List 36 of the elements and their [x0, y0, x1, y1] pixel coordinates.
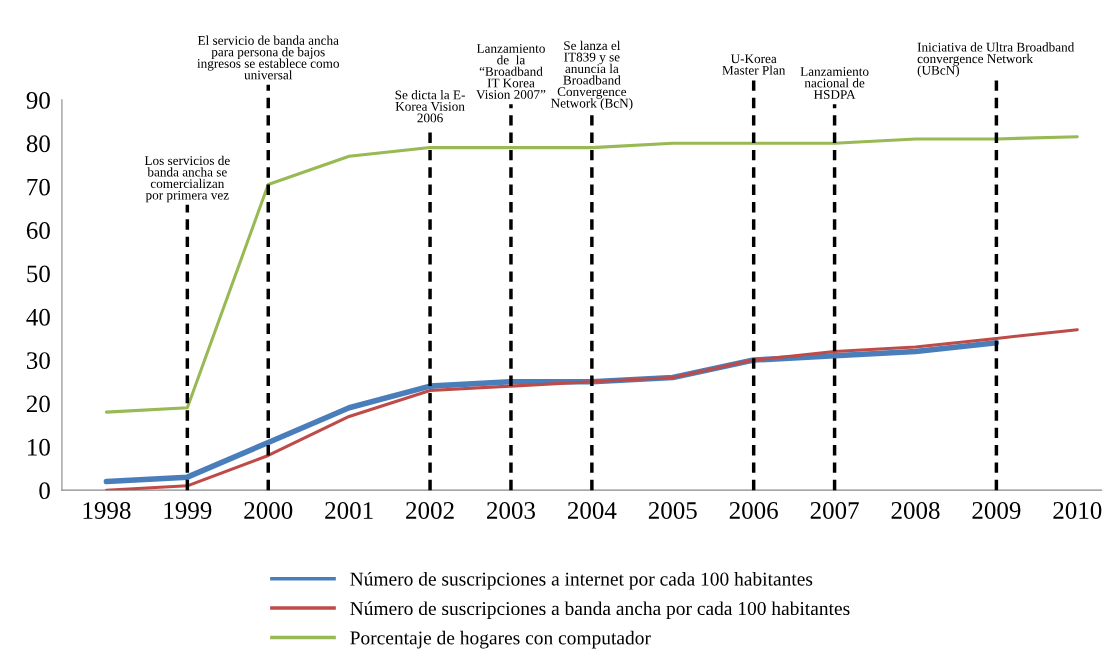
- x-tick-label: 1998: [83, 502, 131, 519]
- x-tick-label: 2004: [567, 502, 617, 519]
- y-tick-label: 80: [26, 135, 50, 153]
- y-tick-label: 20: [26, 395, 50, 413]
- y-tick-label: 0: [39, 482, 50, 500]
- ref-line-label: Se lanza el IT839 y se anuncia la Broadband Convergence Network (BcN): [551, 40, 633, 111]
- x-tick-label: 2007: [810, 502, 859, 519]
- line-series: [104, 328, 1079, 491]
- ref-line-label: Lanzamiento de la “Broadband IT Korea Vision 2007”: [476, 44, 546, 100]
- x-tick-label: 2005: [648, 502, 697, 519]
- y-tick-label: 90: [26, 91, 50, 109]
- x-tick-label: 2002: [406, 502, 454, 519]
- y-tick-label: 30: [27, 352, 50, 369]
- line-series: [104, 135, 1079, 414]
- legend-label: Número de suscripciones a banda ancha por cada 100 habitantes: [350, 601, 850, 620]
- x-tick-label: 2006: [729, 502, 778, 519]
- x-tick-label: 2009: [972, 502, 1021, 519]
- x-tick-label: 2010: [1053, 502, 1102, 519]
- x-tick-label: 2008: [891, 502, 940, 519]
- y-tick-label: 50: [27, 265, 50, 283]
- ref-line-label: Iniciativa de Ultra Broadband convergence Network (UBcN): [917, 42, 1075, 78]
- legend-label: Porcentaje de hogares con computador: [350, 630, 651, 649]
- x-tick-label: 2003: [487, 502, 535, 519]
- ref-line-label: U-Korea Master Plan: [722, 54, 786, 75]
- y-tick-label: 40: [26, 308, 50, 326]
- x-tick-label: 2000: [244, 502, 293, 519]
- ref-line-label: Se dicta la E- Korea Vision 2006: [395, 90, 465, 123]
- y-tick-label: 70: [27, 178, 50, 196]
- x-tick-label: 1999: [164, 502, 212, 519]
- y-tick-label: 60: [26, 222, 50, 239]
- legend-label: Número de suscripciones a internet por cada 100 habitantes: [350, 571, 813, 590]
- ref-line-label: Los servicios de banda ancha se comercializan por primera vez: [144, 155, 230, 203]
- ref-line-label: Lanzamiento nacional de HSDPA: [800, 67, 869, 99]
- y-tick-label: 10: [28, 438, 50, 456]
- ref-line-label: El servicio de banda ancha para persona de bajos ingresos se establece como universal: [197, 35, 339, 80]
- x-tick-label: 2001: [325, 502, 373, 519]
